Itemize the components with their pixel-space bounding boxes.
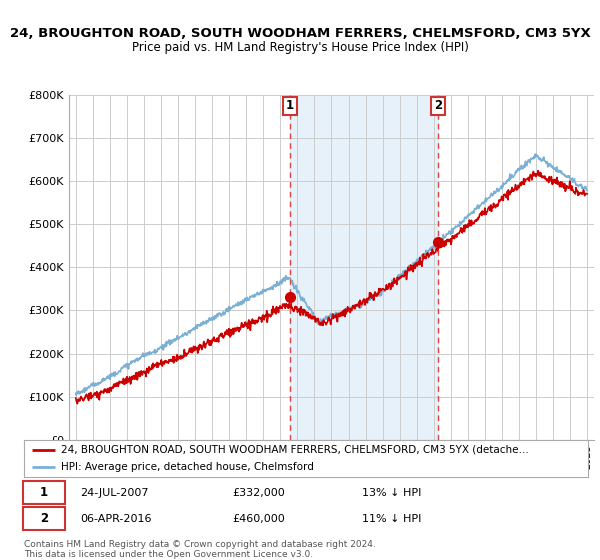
FancyBboxPatch shape xyxy=(23,481,65,504)
Text: HPI: Average price, detached house, Chelmsford: HPI: Average price, detached house, Chel… xyxy=(61,462,314,472)
Text: 11% ↓ HPI: 11% ↓ HPI xyxy=(362,514,422,524)
Text: 24-JUL-2007: 24-JUL-2007 xyxy=(80,488,149,497)
Bar xyxy=(290,95,439,440)
Text: 2: 2 xyxy=(434,100,442,113)
Text: 1: 1 xyxy=(286,100,294,113)
Text: Contains HM Land Registry data © Crown copyright and database right 2024.
This d: Contains HM Land Registry data © Crown c… xyxy=(24,540,376,559)
Text: £460,000: £460,000 xyxy=(233,514,286,524)
Text: 2: 2 xyxy=(40,512,48,525)
Text: 1: 1 xyxy=(40,486,48,499)
Text: 06-APR-2016: 06-APR-2016 xyxy=(80,514,152,524)
Text: 24, BROUGHTON ROAD, SOUTH WOODHAM FERRERS, CHELMSFORD, CM3 5YX: 24, BROUGHTON ROAD, SOUTH WOODHAM FERRER… xyxy=(10,27,590,40)
Text: £332,000: £332,000 xyxy=(233,488,286,497)
Text: Price paid vs. HM Land Registry's House Price Index (HPI): Price paid vs. HM Land Registry's House … xyxy=(131,41,469,54)
FancyBboxPatch shape xyxy=(23,507,65,530)
Text: 24, BROUGHTON ROAD, SOUTH WOODHAM FERRERS, CHELMSFORD, CM3 5YX (detache…: 24, BROUGHTON ROAD, SOUTH WOODHAM FERRER… xyxy=(61,445,529,455)
Text: 13% ↓ HPI: 13% ↓ HPI xyxy=(362,488,422,497)
